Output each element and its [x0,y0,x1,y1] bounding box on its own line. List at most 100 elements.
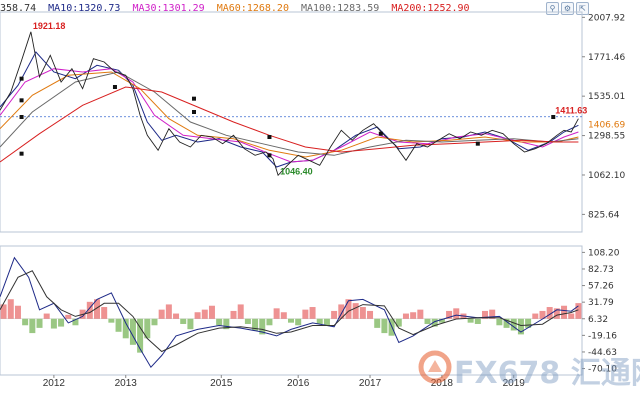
macd-histogram-bar [14,305,21,319]
macd-y-tick-label: 6.32 [588,315,608,325]
macd-histogram-bar [180,318,187,324]
macd-histogram-bar [525,318,532,328]
crossover-marker [475,141,480,146]
macd-histogram-bar [323,318,330,326]
macd-histogram-bar [187,318,194,330]
macd-histogram-bar [72,318,79,326]
macd-histogram-bar [517,318,524,335]
crossover-marker [267,153,272,158]
legend-ma10: MA10:1320.73 [48,3,121,14]
macd-histogram-bar [431,318,438,327]
macd-histogram-bar [165,304,172,319]
macd-histogram-bar [201,309,208,319]
macd-histogram-bar [316,318,323,324]
macd-histogram-bar [115,318,122,332]
macd-histogram-bar [259,318,266,335]
macd-y-tick-label: 31.79 [588,298,614,308]
macd-panel-frame [0,245,583,376]
legend-price: 358.74 [0,3,37,14]
macd-histogram-bar [50,318,57,329]
price-line [0,31,579,177]
macd-histogram-bar [503,318,510,328]
macd-histogram-bar [561,305,568,319]
price-panel-frame [0,11,583,233]
x-tick-label: 2019 [503,378,526,389]
macd-histogram-bar [173,313,180,319]
legend-ma60: MA60:1268.20 [216,3,289,14]
macd-histogram-bar [453,308,460,319]
macd-histogram-bar [108,318,115,323]
price-y-tick-label: 825.64 [588,210,620,220]
macd-histogram-bar [345,299,352,319]
price-annotation: 1411.63 [555,106,587,116]
macd-histogram-bar [22,318,29,326]
crossover-marker [192,96,196,101]
price-annotation: 1921.18 [33,21,66,31]
x-tick-label: 2017 [359,378,382,389]
macd-histogram-bar [144,318,151,339]
legend-ma30: MA30:1301.29 [132,3,205,14]
price-y-tick-label: 1771.46 [588,53,625,63]
crossover-marker [378,131,383,136]
macd-histogram-bar [29,318,36,334]
macd-histogram-bar [568,313,575,319]
macd-histogram-bar [244,318,251,324]
macd-histogram-bar [65,314,72,319]
price-y-tick-label: 1535.01 [588,92,625,102]
macd-histogram-bar [295,318,302,326]
x-tick-label: 2018 [431,378,454,389]
macd-histogram-bar [575,303,582,319]
macd-histogram-bar [0,304,7,319]
macd-histogram-bar [496,318,503,326]
ma-line-ma10 [0,51,579,168]
macd-histogram-bar [302,309,309,319]
macd-histogram-bar [489,309,496,319]
macd-histogram-bar [194,312,201,319]
macd-histogram-bar [417,309,424,319]
macd-line-dea [0,270,579,353]
macd-histogram-bar [280,312,287,319]
macd-histogram-bar [101,307,108,319]
macd-histogram-bar [467,318,474,323]
price-y-tick-label: 1298.55 [588,132,625,142]
macd-histogram-bar [94,299,100,319]
macd-histogram-bar [395,318,402,327]
macd-histogram-bar [402,313,409,319]
macd-histogram-bar [216,318,223,326]
macd-histogram-bar [446,310,453,319]
macd-histogram-bar [546,307,553,319]
macd-histogram-bar [410,312,417,319]
macd-histogram-bar [288,318,294,323]
legend-ma200: MA200:1252.90 [391,3,470,14]
macd-histogram-bar [309,307,316,319]
macd-histogram-bar [230,310,237,319]
macd-histogram-bar [36,318,43,328]
macd-histogram-bar [7,299,14,319]
macd-histogram-bar [381,318,388,334]
macd-histogram-bar [223,318,230,330]
crossover-marker [19,151,24,156]
x-tick-label: 2013 [115,378,138,389]
current-price-label: 1406.69 [588,121,625,131]
macd-histogram-bar [122,318,129,339]
ma-line-ma30 [0,68,579,163]
crossover-marker [19,76,24,81]
macd-histogram-bar [359,307,366,319]
macd-histogram-bar [338,304,345,319]
macd-y-tick-label: -70.10 [588,365,617,375]
macd-histogram-bar [266,318,273,326]
macd-histogram-bar [482,310,488,319]
macd-histogram-bar [352,303,359,319]
macd-y-tick-label: 82.73 [588,265,614,275]
macd-histogram-bar [367,310,374,319]
x-tick-label: 2012 [43,378,66,389]
macd-histogram-bar [252,318,259,331]
macd-histogram-bar [208,305,215,319]
macd-histogram-bar [237,304,244,319]
macd-histogram-bar [424,318,431,324]
macd-y-tick-label: 57.26 [588,282,614,292]
crossover-marker [112,85,117,89]
watermark-text: FX678 汇通网 [454,356,640,391]
